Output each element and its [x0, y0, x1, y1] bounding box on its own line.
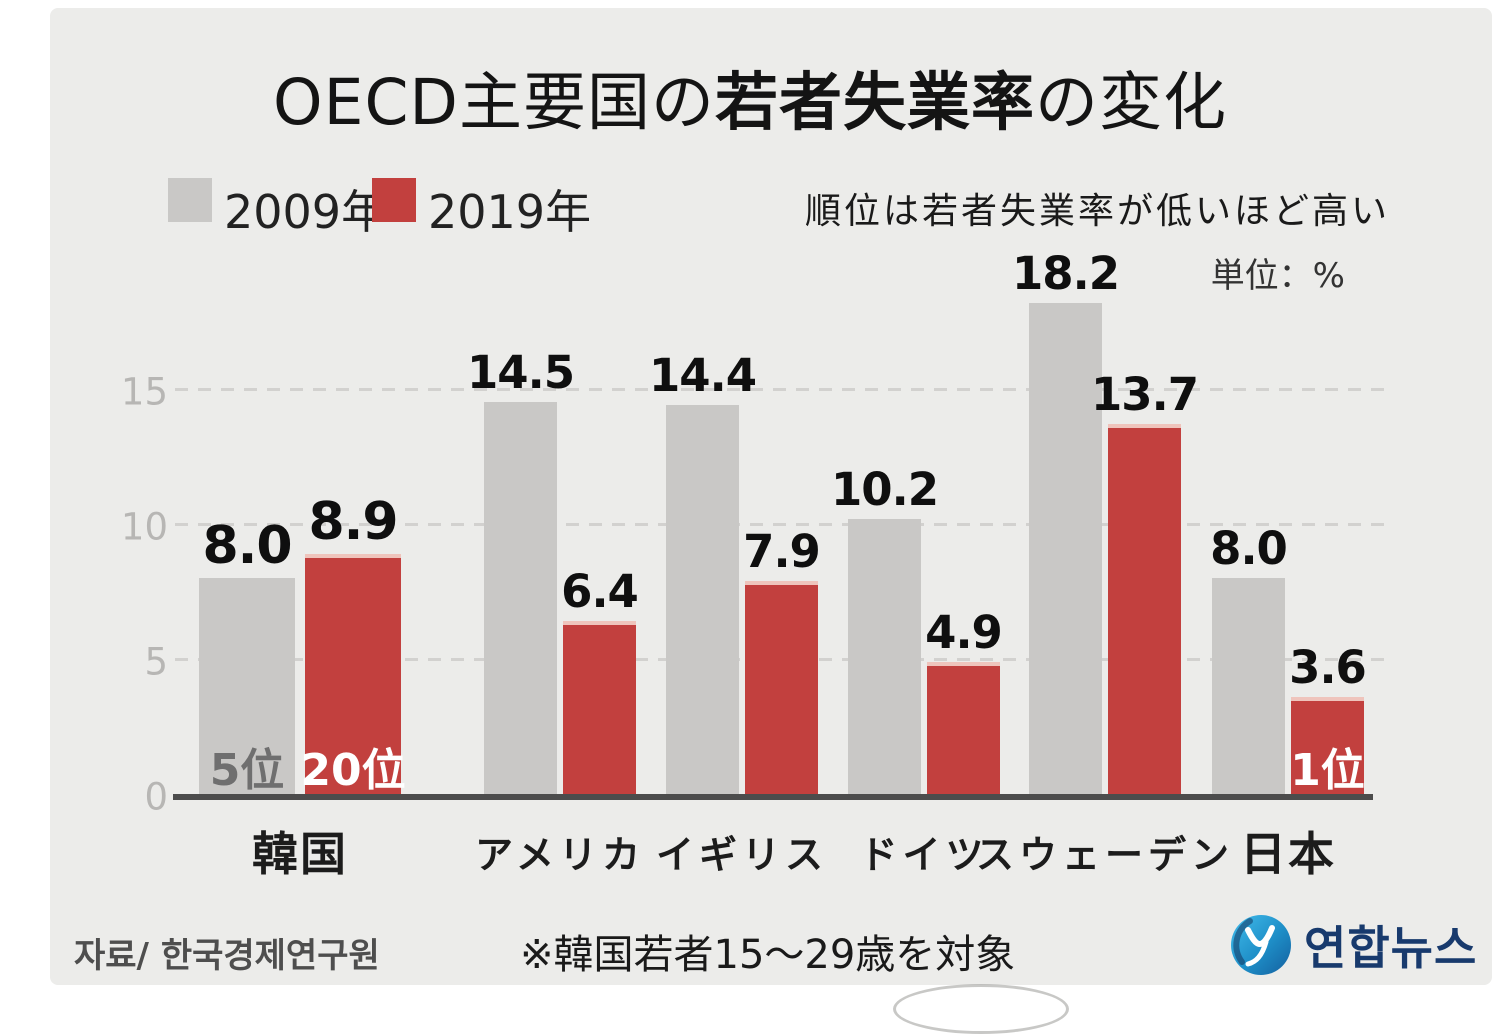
bar-series1-cat2 [745, 581, 818, 794]
bar-value-label: 6.4 [561, 565, 639, 618]
gridline-10 [175, 523, 1390, 526]
bar-series1-cat1 [563, 621, 636, 794]
legend-label-2019: 2019年 [428, 185, 592, 239]
bar-value-label: 14.4 [648, 349, 757, 402]
x-axis-label-1: アメリカ [474, 833, 646, 877]
rank-badge: 1位 [1290, 745, 1365, 796]
bar-series0-cat5 [1212, 578, 1285, 794]
unit-note: 単位：% [1210, 256, 1345, 296]
bar-series0-cat1 [484, 402, 557, 794]
infographic-card [50, 8, 1492, 985]
rank-badge: 20位 [300, 745, 406, 796]
title-prefix: OECD主要国の [273, 66, 715, 139]
bar-series1-cat5 [1291, 697, 1364, 794]
bar-value-label: 14.5 [466, 346, 575, 399]
bar-value-label: 3.6 [1289, 641, 1367, 694]
legend-swatch-2009 [168, 178, 212, 222]
y-tick-label-5: 5 [144, 640, 168, 684]
bar-value-label: 7.9 [743, 525, 821, 578]
legend-swatch-2019 [372, 178, 416, 222]
bar-series0-cat3 [848, 519, 921, 794]
bar-series1-cat0 [305, 554, 401, 794]
x-axis-line [173, 794, 1373, 800]
bar-value-label: 18.2 [1011, 247, 1120, 300]
bar-value-label: 8.0 [1210, 522, 1288, 575]
x-axis-label-4: スウェーデン [975, 833, 1234, 877]
x-axis-label-5: 日本 [1240, 827, 1336, 881]
yonhap-logo-icon [1231, 915, 1291, 975]
bar-value-label: 4.9 [925, 606, 1003, 659]
bar-series1-cat4 [1108, 424, 1181, 794]
rank-note: 順位は若者失業率が低いほど高い [804, 191, 1390, 232]
rank-badge: 5位 [209, 745, 285, 796]
bar-series1-cat3 [927, 662, 1000, 794]
yonhap-logo-text: 연합뉴스 [1304, 921, 1478, 975]
x-axis-label-0: 韓国 [252, 827, 348, 881]
x-axis-label-3: ドイツ [859, 833, 989, 877]
gridline-15 [175, 388, 1390, 391]
bar-value-label: 13.7 [1090, 368, 1199, 421]
title-emphasis: 若者失業率 [714, 66, 1035, 139]
source-credit: 자료/ 한국경제연구원 [74, 936, 380, 976]
cropped-watermark-arc [893, 984, 1069, 1034]
footnote: ※韓国若者15～29歳を対象 [520, 932, 1016, 978]
bar-series0-cat0 [199, 578, 295, 794]
page-title: OECD主要国の若者失業率の変化 [0, 52, 1500, 143]
bar-value-label: 10.2 [830, 463, 939, 516]
bar-value-label: 8.9 [308, 492, 398, 552]
title-suffix: の変化 [1034, 66, 1227, 139]
yonhap-logo: 연합뉴스 [1228, 912, 1477, 978]
x-axis-label-2: イギリス [655, 833, 828, 877]
bar-value-label: 8.0 [202, 516, 292, 576]
y-tick-label-0: 0 [144, 775, 168, 819]
y-tick-label-10: 10 [120, 505, 168, 549]
y-tick-label-15: 15 [120, 370, 168, 414]
legend-label-2009: 2009年 [224, 185, 388, 239]
bar-series0-cat4 [1029, 303, 1102, 794]
bar-series0-cat2 [666, 405, 739, 794]
